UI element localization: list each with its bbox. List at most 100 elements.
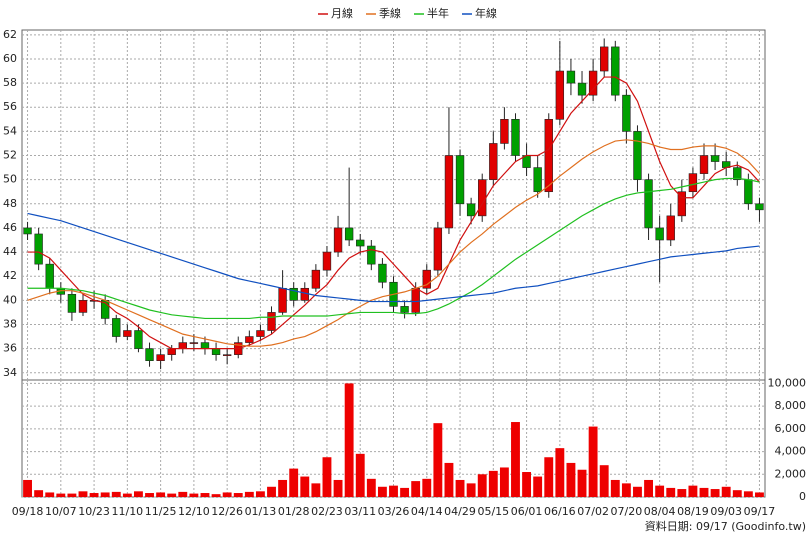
candle-body (611, 46, 620, 96)
y-tick-label: 38 (3, 317, 17, 330)
legend-label: 季線 (379, 6, 401, 20)
candle-body (455, 155, 465, 205)
bar (377, 486, 387, 497)
bar (721, 486, 731, 497)
x-tick-label: 12/10 (178, 505, 210, 518)
x-tick-label: 06/16 (544, 505, 576, 518)
x-tick-label: 04/29 (444, 505, 476, 518)
y-tick-label: 40 (3, 293, 17, 306)
bar (755, 492, 764, 497)
bar (233, 493, 243, 497)
candle-body (577, 82, 587, 96)
bar (666, 487, 676, 497)
x-tick-label: 03/26 (378, 505, 410, 518)
bar (599, 465, 609, 497)
candle-body (755, 203, 764, 211)
candle-body (422, 269, 431, 289)
x-tick-label: 12/26 (211, 505, 243, 518)
y-tick-label: 56 (3, 100, 17, 113)
bar (588, 426, 598, 497)
candle-body (167, 348, 176, 355)
y-tick-label: 48 (3, 197, 17, 210)
bar (333, 479, 343, 497)
bar (633, 486, 642, 497)
y2-tick-label: 6,000 (775, 422, 807, 435)
bar (267, 486, 276, 497)
bar (555, 448, 565, 497)
candle-body (622, 94, 631, 132)
bar (134, 491, 143, 497)
candle-body (633, 131, 642, 180)
candle-body (744, 179, 753, 205)
candle-body (112, 318, 121, 337)
bar (23, 479, 32, 497)
bar (178, 491, 188, 497)
candle-body (511, 119, 520, 156)
bar (389, 485, 398, 497)
y-tick-label: 36 (3, 342, 17, 355)
candle-body (222, 354, 232, 356)
candle-body (245, 336, 254, 343)
y-tick-label: 46 (3, 221, 17, 234)
bar (45, 492, 55, 497)
bar (411, 481, 421, 497)
candle-body (211, 348, 221, 355)
x-tick-label: 07/02 (577, 505, 609, 518)
bar (67, 493, 77, 497)
y2-tick-label: 10,000 (768, 376, 807, 389)
bar (544, 457, 554, 497)
candle-body (156, 354, 165, 361)
bar (466, 483, 476, 497)
candle-body (200, 342, 210, 349)
candle-body (533, 167, 542, 193)
ma-line (27, 212, 760, 303)
candle-body (500, 119, 509, 144)
bar (145, 493, 154, 497)
candle-body (444, 155, 454, 229)
candle-body (134, 330, 143, 349)
legend-label: 年線 (475, 6, 497, 20)
bar (344, 383, 354, 497)
y2-tick-label: 0 (799, 490, 806, 503)
bar (167, 493, 177, 497)
bar (688, 485, 698, 497)
candle-body (367, 245, 376, 265)
x-tick-label: 06/01 (511, 505, 543, 518)
candle-body (378, 263, 387, 283)
bar (644, 479, 653, 497)
x-tick-label: 01/13 (245, 505, 277, 518)
bar (400, 487, 410, 497)
bar (311, 483, 321, 497)
x-tick-label: 02/23 (311, 505, 343, 518)
bar (710, 489, 720, 497)
y-tick-label: 62 (3, 28, 17, 41)
y-tick-label: 52 (3, 149, 17, 162)
bar (289, 468, 299, 497)
y-tick-label: 50 (3, 173, 17, 186)
bar (743, 491, 753, 497)
bar (244, 491, 254, 497)
bar (56, 493, 66, 497)
bar (444, 462, 454, 497)
bar (477, 474, 487, 497)
bar (278, 479, 288, 497)
candle-body (34, 233, 43, 265)
y-tick-label: 44 (3, 245, 17, 258)
bar (455, 479, 465, 497)
bar (322, 457, 332, 497)
candle-body (555, 70, 565, 120)
candle-body (677, 191, 687, 217)
x-tick-label: 09/18 (12, 505, 44, 518)
y2-tick-label: 2,000 (775, 467, 807, 480)
bar (610, 479, 620, 497)
bar (211, 494, 221, 497)
candle-body (267, 312, 276, 331)
candle-body (699, 155, 709, 174)
bar (355, 453, 365, 497)
candle-body (123, 330, 132, 337)
x-tick-label: 08/19 (677, 505, 709, 518)
bar (34, 490, 44, 497)
candle-body (489, 143, 498, 180)
y-tick-label: 34 (3, 366, 17, 379)
